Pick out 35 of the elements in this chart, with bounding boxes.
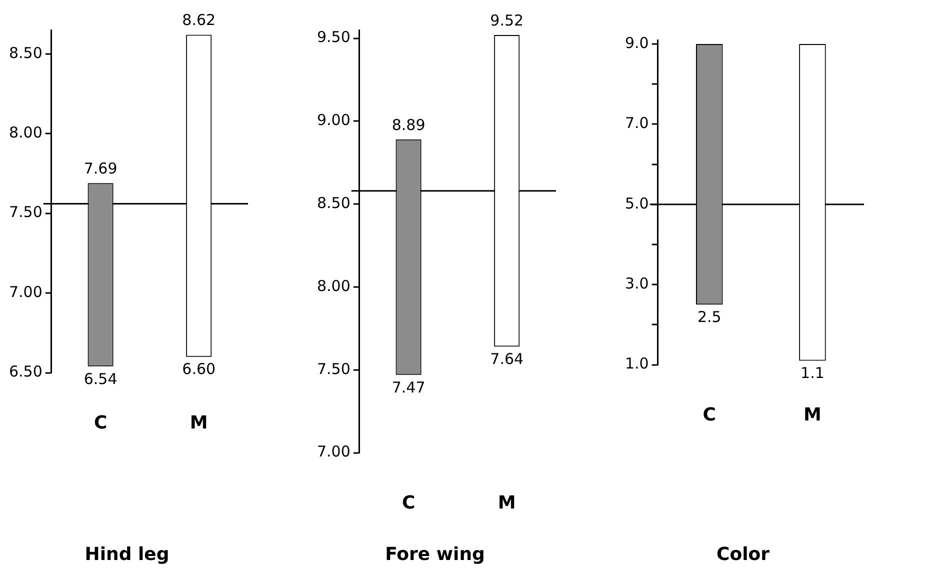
y-tick-label: 1.0 [624, 354, 649, 373]
annotation: 8.62 [182, 11, 216, 30]
y-tick-label: 7.00 [8, 282, 42, 301]
annotation: 6.54 [84, 370, 118, 388]
annotation: 7.64 [490, 350, 524, 368]
y-tick-label: 5.0 [624, 194, 649, 212]
x-tick-label: C [702, 404, 716, 426]
text: Color [716, 544, 770, 565]
y-tick-label: 3.0 [624, 274, 649, 292]
x-tick-label: M [190, 412, 208, 434]
annotation: 1.1 [800, 364, 824, 382]
y-tick-label: 7.0 [624, 114, 649, 132]
y-tick-label: 9.0 [624, 34, 649, 52]
annotation: 8.89 [392, 116, 426, 134]
y-tick-label: 7.00 [316, 442, 350, 461]
y-tick-label: 8.00 [316, 276, 350, 295]
y-tick-label: 8.50 [316, 194, 350, 212]
y-tick-label: 9.00 [316, 111, 350, 130]
y-tick-label: 7.50 [8, 203, 42, 222]
annotation: 7.47 [392, 378, 426, 396]
annotation: 9.52 [490, 11, 524, 30]
x-tick-label: C [402, 492, 416, 514]
text: Hind leg [84, 544, 170, 565]
y-tick-label: 9.50 [316, 28, 350, 46]
x-tick-label: M [498, 492, 516, 514]
y-tick-label: 8.00 [8, 124, 42, 142]
annotation: 6.60 [182, 360, 216, 378]
x-tick-label: M [804, 404, 822, 426]
annotation: 2.5 [697, 308, 722, 326]
y-tick-label: 8.50 [8, 44, 42, 62]
annotation: 7.69 [84, 159, 118, 178]
y-tick-label: 6.50 [8, 362, 42, 381]
text: Fore wing [385, 544, 485, 565]
y-tick-label: 7.50 [316, 360, 350, 378]
x-tick-label: C [94, 412, 108, 434]
